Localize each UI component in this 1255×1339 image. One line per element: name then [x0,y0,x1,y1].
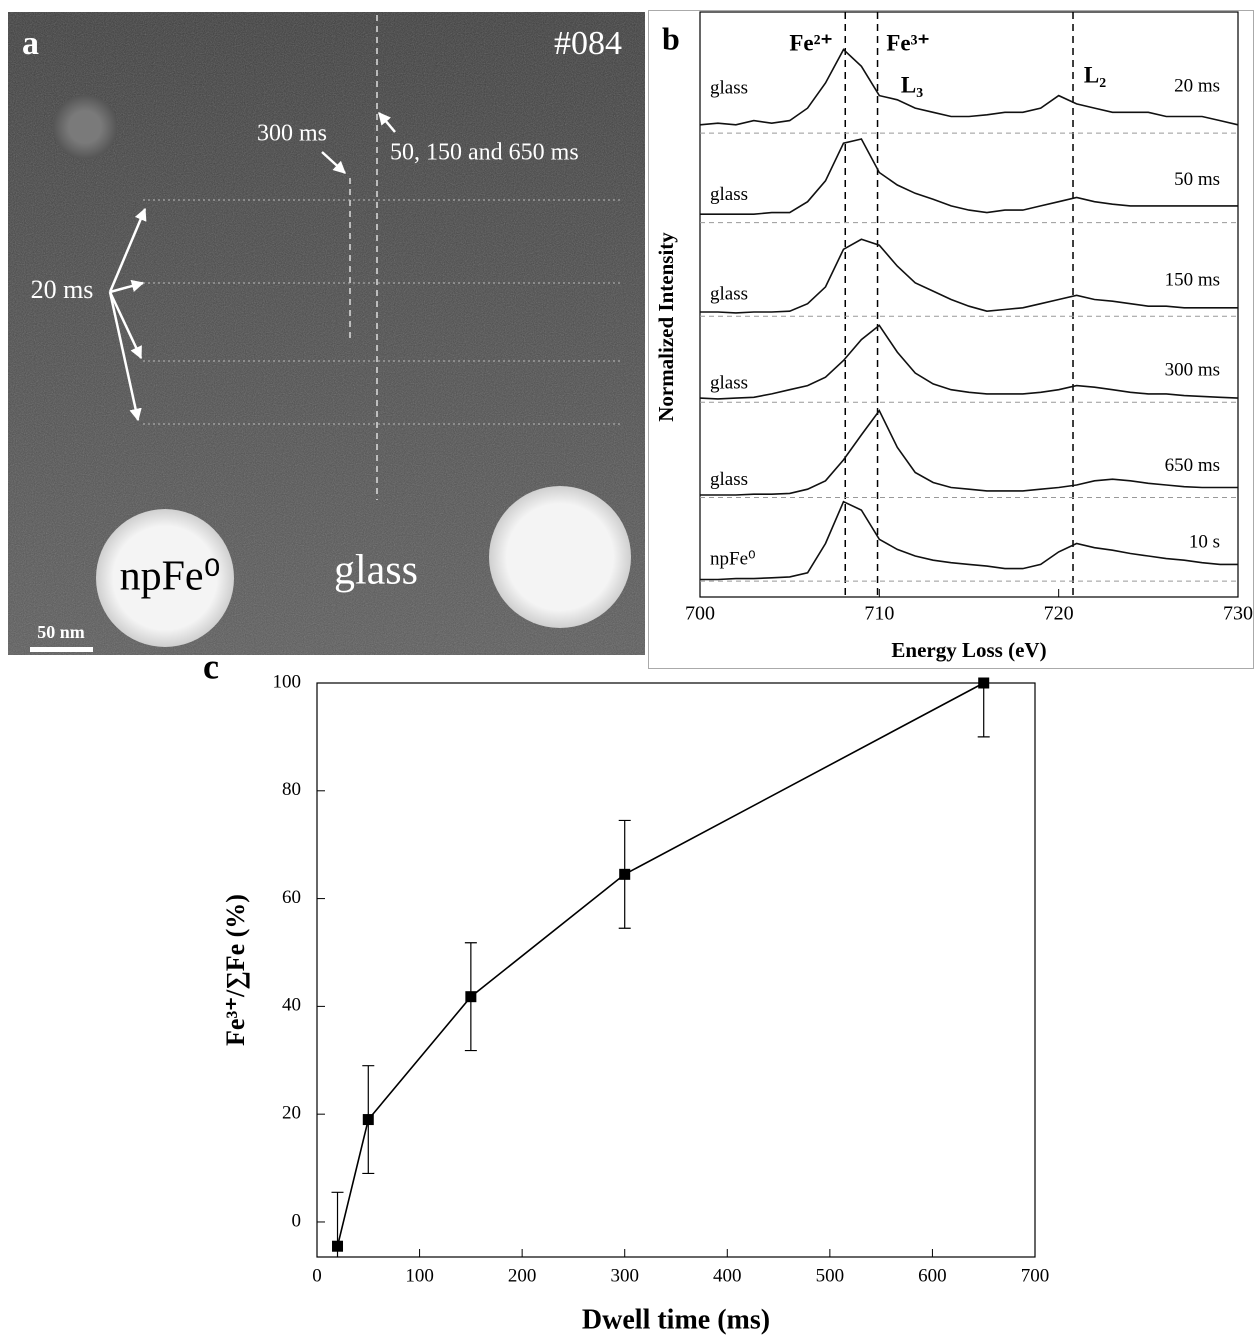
annotation: 20 ms [31,275,94,304]
sample-label: glass [710,184,748,205]
y-tick-label: 20 [282,1103,301,1124]
x-tick-label: 700 [1021,1265,1050,1286]
plot-frame [699,11,1239,598]
annotation: Fe²⁺ [789,30,832,55]
error-bar [977,683,990,738]
x-tick-label: 600 [918,1265,947,1286]
arrow [321,151,346,174]
x-tick-label: 400 [713,1265,742,1286]
data-point [465,991,477,1003]
sample-label: glass [710,373,748,394]
panel-label: b [662,20,680,56]
y-tick-label: 60 [282,887,301,908]
arrows [108,112,396,422]
sample-label: glass [710,469,748,490]
y-tick-label: 0 [292,1210,302,1231]
particle [53,95,117,159]
panel-label: c [203,646,219,686]
data-line [336,682,985,1247]
data-point [362,1114,374,1126]
panel-frame [648,10,1254,669]
x-tick-label: 720 [1044,603,1074,625]
spectrum [700,238,1238,314]
x-axis-label: Dwell time (ms) [582,1304,770,1335]
particle [489,486,631,628]
spectrum [699,48,1239,126]
panel-label: a [22,25,39,62]
spectrum [700,409,1238,496]
x-tick-label: 730 [1223,603,1253,625]
x-tick-label: 0 [312,1265,322,1286]
x-tick-label: 500 [816,1265,845,1286]
data-point [332,1240,344,1252]
legend-label: 10 s [1189,531,1220,552]
data-point [978,677,990,689]
y-tick-label: 100 [273,671,302,692]
arrow [378,112,396,133]
sample-label: glass [710,78,748,99]
legend-label: 20 ms [1174,76,1220,97]
annotation: L₃ [901,72,923,97]
x-tick-label: 710 [864,603,894,625]
y-axis-label: Normalized Intensity [654,232,678,422]
data-point [619,868,631,880]
x-tick-label: 700 [685,603,715,625]
arrow [108,207,147,293]
x-tick-label: 100 [405,1265,434,1286]
sample-label: npFe⁰ [710,548,756,569]
legend-label: 650 ms [1165,455,1220,476]
micrograph: a #084 300 ms 50, 150 and 650 ms 20 ms n… [8,12,645,655]
spectrum [699,324,1239,400]
plot-frame [316,682,1036,1258]
region-label: npFe⁰ [120,554,221,600]
arrow [109,279,145,294]
spectrum [700,500,1238,581]
legend-label: 150 ms [1165,270,1220,291]
annotation: 50, 150 and 650 ms [390,140,579,166]
annotation: 300 ms [257,121,327,147]
y-tick-label: 40 [282,995,301,1016]
x-axis-label: Energy Loss (eV) [891,638,1046,662]
image-id: #084 [554,25,622,62]
arrow [108,291,143,360]
legend-label: 300 ms [1165,360,1220,381]
annotation: L₂ [1084,62,1106,87]
sample-label: glass [710,284,748,305]
legend-label: 50 ms [1174,169,1220,190]
x-tick-label: 300 [610,1265,639,1286]
region-label: glass [334,548,418,594]
particle [96,509,234,647]
spectrum [700,138,1238,215]
scale-bar [30,647,93,652]
y-axis-label: Fe³⁺/∑Fe (%) [221,894,250,1046]
y-tick-label: 80 [282,779,301,800]
scale-label: 50 nm [37,622,85,642]
annotation: Fe³⁺ [886,30,929,55]
arrow [108,291,142,422]
scan-lines [143,15,620,500]
x-tick-label: 200 [508,1265,537,1286]
